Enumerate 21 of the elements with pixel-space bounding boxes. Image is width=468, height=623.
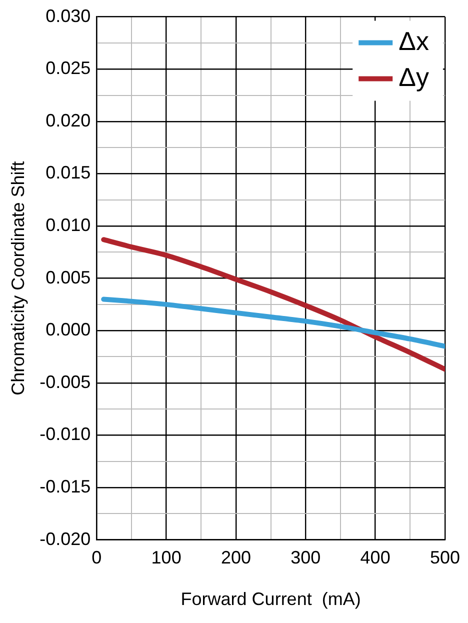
x-tick-label: 0 [92, 548, 102, 568]
y-tick-label: 0.030 [46, 6, 91, 26]
x-tick-label: 200 [220, 548, 251, 568]
y-tick-label: 0.005 [46, 267, 91, 288]
y-tick-label: 0.015 [46, 162, 91, 183]
y-tick-label: -0.005 [40, 372, 91, 392]
y-tick-label: 0.025 [46, 58, 91, 78]
y-axis-title: Chromaticity Coordinate Shift [8, 161, 28, 396]
y-tick-label: -0.015 [40, 476, 91, 496]
legend-label: Δx [398, 26, 429, 56]
y-tick-label: 0.000 [46, 320, 91, 340]
x-tick-label: 500 [430, 548, 460, 568]
y-tick-label: 0.020 [46, 110, 91, 130]
y-tick-label: -0.020 [40, 528, 91, 549]
y-tick-label: 0.010 [46, 214, 91, 235]
x-tick-label: 400 [360, 548, 390, 568]
x-tick-label: 300 [290, 548, 321, 568]
x-tick-label: 100 [151, 548, 182, 568]
x-axis-title: Forward Current (mA) [180, 589, 361, 610]
y-tick-label: -0.010 [40, 424, 91, 444]
legend-label: Δy [398, 62, 429, 92]
